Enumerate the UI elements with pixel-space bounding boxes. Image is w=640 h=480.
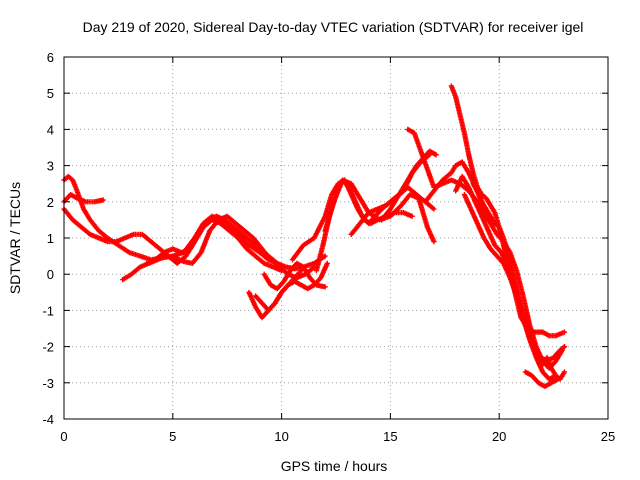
data-point	[561, 344, 568, 350]
data-layer	[61, 83, 568, 390]
y-tick-label: -4	[42, 412, 54, 427]
y-tick-label: 4	[47, 122, 54, 137]
x-axis-label: GPS time / hours	[281, 458, 388, 474]
series-arc19	[470, 181, 568, 382]
y-tick-label: -3	[42, 376, 54, 391]
x-tick-label: 0	[60, 429, 67, 444]
x-tick-label: 25	[601, 429, 615, 444]
y-tick-label: -1	[42, 303, 54, 318]
data-point	[433, 152, 439, 158]
data-point	[322, 284, 328, 290]
chart-title: Day 219 of 2020, Sidereal Day-to-day VTE…	[83, 19, 584, 35]
data-point	[409, 213, 415, 219]
ticks: 0 5 10 15 20 25 -4 -3 -2 -1 0 1 2 3 4 5 6	[42, 50, 615, 444]
data-point	[322, 253, 328, 259]
y-tick-label: 3	[47, 159, 54, 174]
data-point	[431, 239, 437, 245]
data-point	[298, 267, 304, 274]
series-arc7	[252, 267, 304, 313]
series-arc21	[474, 202, 565, 371]
y-tick-label: 6	[47, 50, 54, 65]
x-tick-label: 20	[492, 429, 506, 444]
data-point	[431, 206, 437, 212]
data-point	[324, 260, 330, 266]
data-point	[561, 369, 568, 375]
series-arc8	[261, 260, 328, 292]
x-tick-label: 10	[274, 429, 288, 444]
data-point	[559, 347, 565, 353]
x-tick-label: 5	[169, 429, 176, 444]
y-tick-label: 1	[47, 231, 54, 246]
x-tick-label: 15	[383, 429, 397, 444]
y-tick-label: 5	[47, 86, 54, 101]
data-point	[274, 260, 280, 266]
series-arc5	[144, 213, 280, 266]
series-arc20	[522, 369, 561, 390]
y-axis-label: SDTVAR / TECUs	[7, 182, 23, 294]
data-point	[100, 197, 106, 203]
series-arc11	[322, 177, 437, 245]
data-point	[555, 376, 561, 382]
y-tick-label: -2	[42, 340, 54, 355]
series-arc13	[379, 148, 439, 223]
y-tick-label: 2	[47, 195, 54, 210]
y-tick-label: 0	[47, 267, 54, 282]
data-point	[561, 329, 568, 335]
